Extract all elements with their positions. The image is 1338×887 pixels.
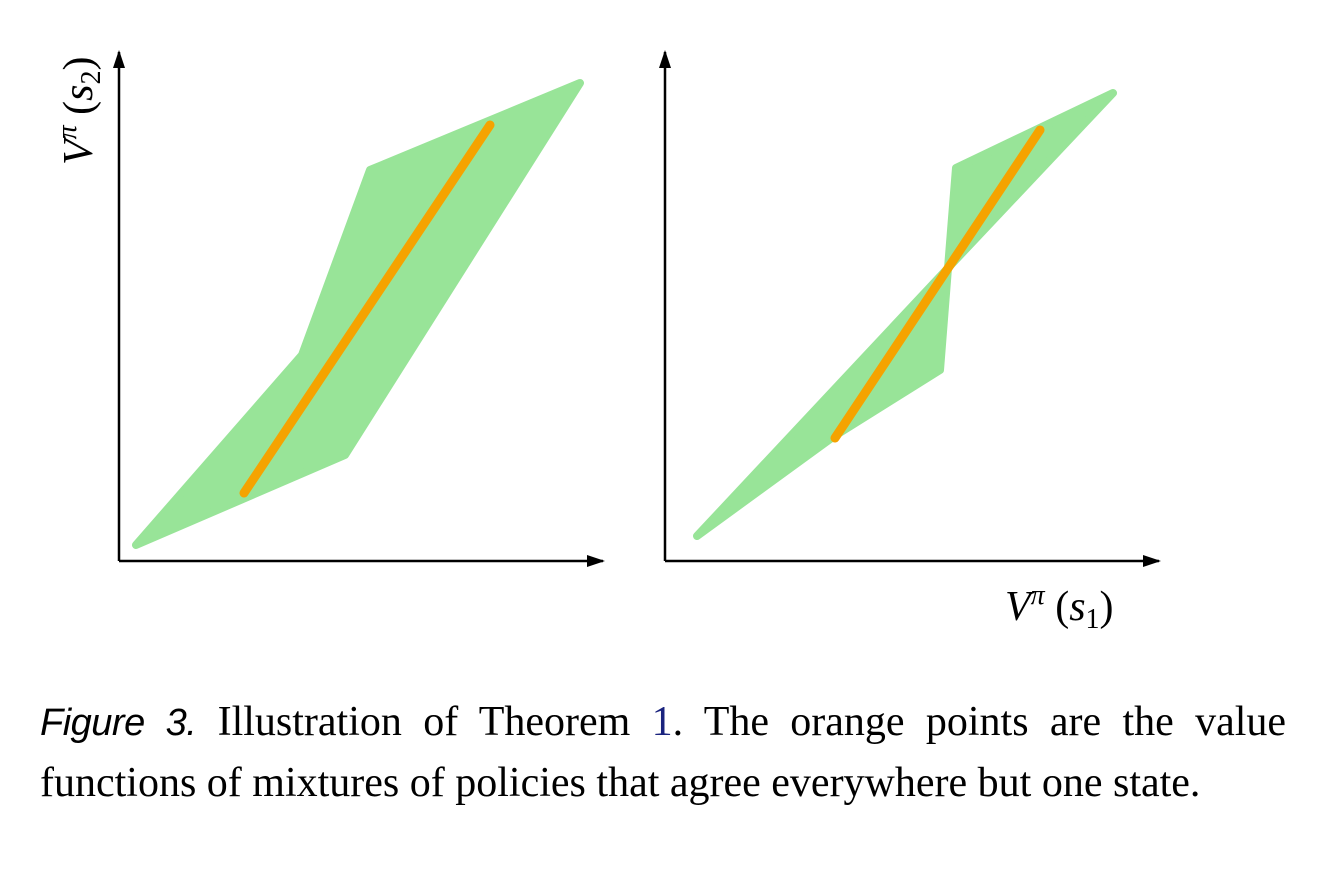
right-value-region-lower bbox=[693, 264, 952, 540]
right-value-region-upper bbox=[944, 89, 1117, 272]
left-panel bbox=[113, 50, 605, 567]
figure-panels: Vπ (s2) Vπ (s1) bbox=[52, 50, 1161, 635]
x-axis-label: Vπ (s1) bbox=[1005, 580, 1114, 635]
caption-text-after-ref: . The orange points are the value functi… bbox=[40, 699, 1287, 806]
left-mixture-line bbox=[239, 120, 495, 498]
right-mixture-line bbox=[830, 125, 1045, 443]
figure-caption: Figure 3. Illustration of Theorem 1. The… bbox=[40, 692, 1286, 813]
caption-label: Figure 3. bbox=[40, 702, 197, 744]
right-panel bbox=[659, 50, 1161, 567]
left-value-region bbox=[132, 79, 584, 549]
caption-text-before-ref: Illustration of Theorem bbox=[217, 699, 631, 745]
theorem-ref-link[interactable]: 1 bbox=[651, 699, 673, 745]
y-axis-label: Vπ (s2) bbox=[52, 56, 107, 165]
